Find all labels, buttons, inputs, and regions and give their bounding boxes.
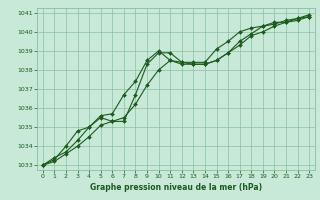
X-axis label: Graphe pression niveau de la mer (hPa): Graphe pression niveau de la mer (hPa): [90, 183, 262, 192]
